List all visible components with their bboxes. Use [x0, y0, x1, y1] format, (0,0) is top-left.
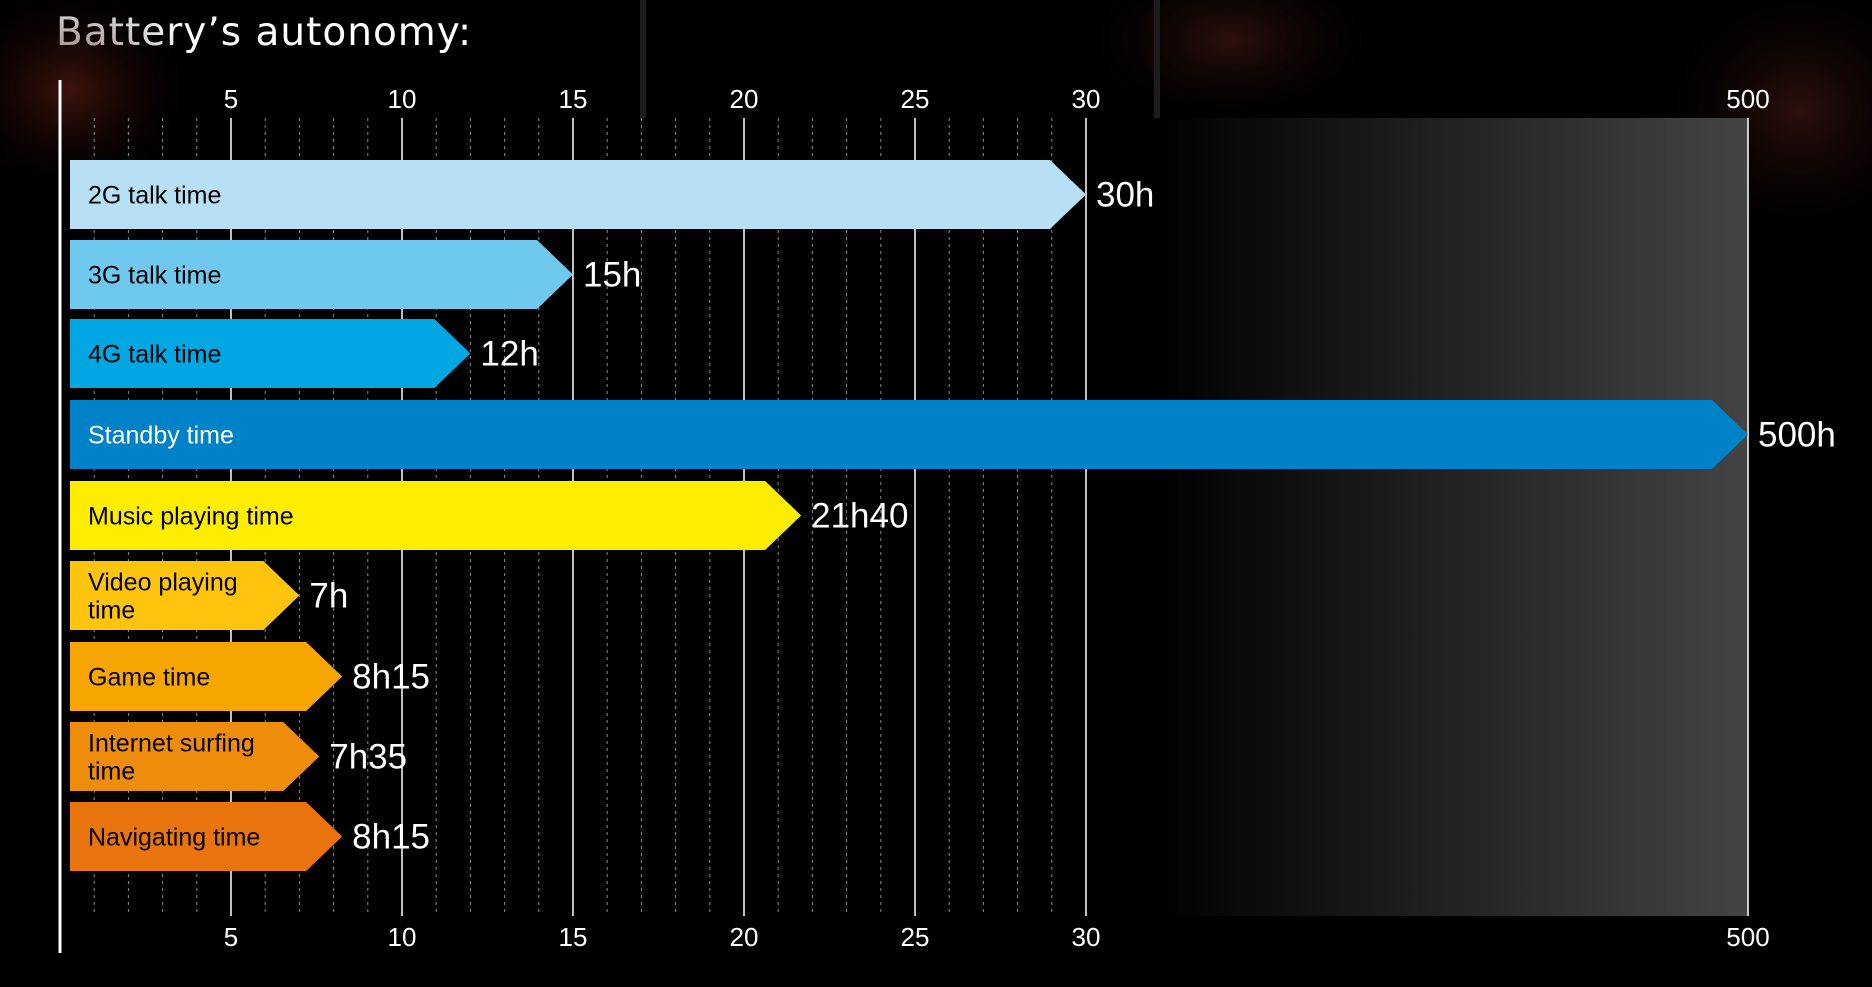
bar-value-label: 7h	[309, 577, 348, 616]
bar-group: 3G talk time 15h	[70, 240, 641, 309]
bar	[70, 802, 343, 871]
bar	[70, 160, 1086, 229]
bar-category-label: Navigating time	[88, 824, 260, 852]
bar-group: Standby time 500h	[70, 400, 1836, 469]
bar-category-label-line: Video playing	[88, 569, 238, 597]
bar-group: 4G talk time 12h	[70, 319, 539, 388]
bar	[70, 722, 320, 791]
bar-group: Navigating time 8h15	[70, 802, 430, 871]
bar-category-label: 4G talk time	[88, 341, 221, 369]
bar-category-label: 2G talk time	[88, 182, 221, 210]
tick-label-top: 15	[559, 84, 588, 114]
bar-group: Game time 8h15	[70, 642, 430, 711]
bar-value-label: 15h	[583, 256, 641, 295]
tick-label-top: 30	[1072, 84, 1101, 114]
bar-category-label-line: Internet surfing	[88, 730, 255, 758]
bar-value-label: 30h	[1096, 176, 1154, 215]
bar-group: Music playing time 21h40	[70, 481, 908, 550]
bar-category-label-line: time	[88, 758, 135, 786]
bar-category-label-line: time	[88, 597, 135, 625]
tick-label-bottom: 15	[559, 922, 588, 952]
background-decoration	[0, 0, 1872, 916]
bar-value-label: 12h	[480, 335, 538, 374]
tick-label-top: 20	[730, 84, 759, 114]
tick-label-bottom: 25	[901, 922, 930, 952]
bar	[70, 319, 471, 388]
tick-label-bottom: 20	[730, 922, 759, 952]
tick-label-bottom: 500	[1726, 922, 1769, 952]
bar-category-label: 3G talk time	[88, 262, 221, 290]
bar	[70, 561, 300, 630]
bar	[70, 240, 573, 309]
dark-panel	[1155, 118, 1748, 916]
bar-value-label: 8h15	[352, 818, 430, 857]
bar-category-label: Game time	[88, 664, 210, 692]
bar	[70, 481, 802, 550]
tick-label-top: 500	[1726, 84, 1769, 114]
tick-label-top: 10	[388, 84, 417, 114]
bar-value-label: 8h15	[352, 658, 430, 697]
bar-category-label: Music playing time	[88, 503, 294, 531]
bar-value-label: 500h	[1758, 416, 1836, 455]
tick-label-top: 5	[224, 84, 238, 114]
tick-label-bottom: 30	[1072, 922, 1101, 952]
tick-label-top: 25	[901, 84, 930, 114]
bar-group: 2G talk time 30h	[70, 160, 1154, 229]
bar-value-label: 21h40	[811, 497, 908, 536]
bar	[70, 400, 1748, 469]
tick-label-bottom: 10	[388, 922, 417, 952]
bar-category-label: Standby time	[88, 422, 234, 450]
bar	[70, 642, 343, 711]
tick-label-bottom: 5	[224, 922, 238, 952]
bar-value-label: 7h35	[329, 738, 407, 777]
